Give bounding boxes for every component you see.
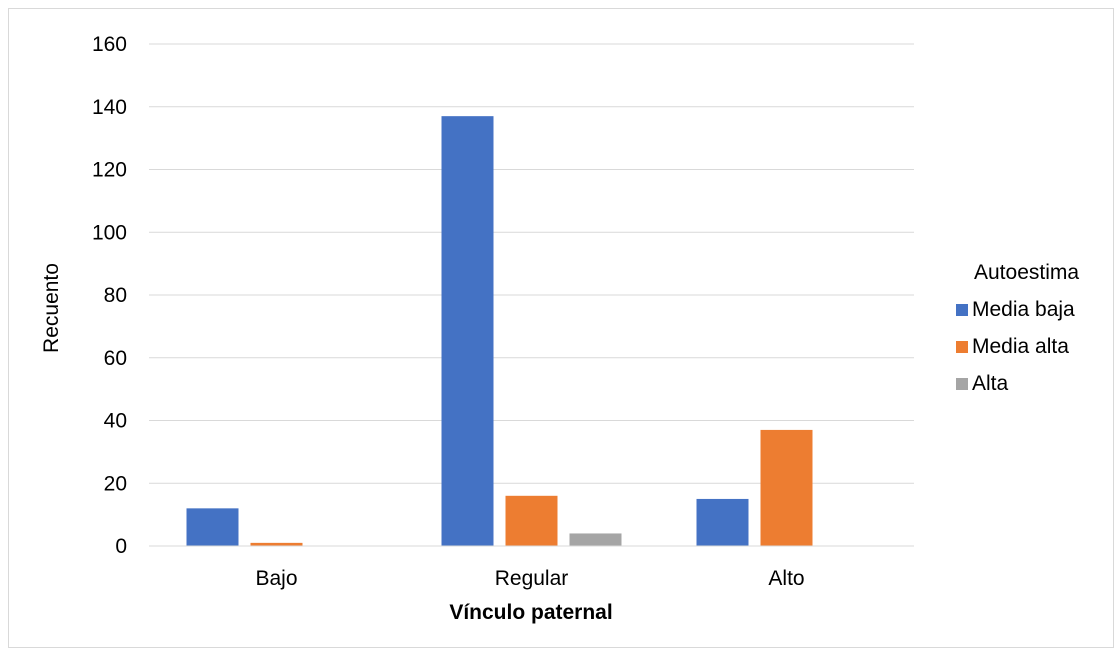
x-axis-ticks: Bajo Regular Alto xyxy=(255,567,804,590)
x-tick-label: Alto xyxy=(768,567,804,590)
bar-media-alta-regular xyxy=(505,495,558,546)
x-tick-label: Bajo xyxy=(255,567,297,590)
y-tick-label: 80 xyxy=(104,284,127,307)
y-tick-label: 160 xyxy=(92,33,127,56)
bar-media-baja-regular xyxy=(441,116,494,546)
chart-frame: 0 20 40 60 80 100 120 140 160 Bajo Regular Alto Re… xyxy=(8,8,1114,648)
gridlines xyxy=(149,43,914,484)
y-tick-label: 20 xyxy=(104,472,127,495)
legend-label: Media alta xyxy=(972,335,1069,358)
y-axis-ticks: 0 20 40 60 80 100 120 140 160 xyxy=(92,33,127,558)
bar-media-alta-bajo xyxy=(250,542,303,546)
x-tick-label: Regular xyxy=(495,567,569,590)
y-tick-label: 60 xyxy=(104,347,127,370)
bar-chart: 0 20 40 60 80 100 120 140 160 Bajo Regular Alto Re… xyxy=(40,33,1079,624)
legend-label: Media baja xyxy=(972,298,1075,321)
legend-swatch xyxy=(956,378,968,390)
legend-swatch xyxy=(956,341,968,353)
legend-label: Alta xyxy=(972,372,1009,395)
bar-alta-regular xyxy=(569,533,622,546)
legend-title: Autoestima xyxy=(974,261,1079,284)
x-axis-label: Vínculo paternal xyxy=(449,601,612,624)
y-tick-label: 120 xyxy=(92,159,127,182)
y-tick-label: 40 xyxy=(104,410,127,433)
bar-media-baja-alto xyxy=(696,498,749,546)
y-tick-label: 0 xyxy=(115,535,127,558)
y-axis-label: Recuento xyxy=(40,263,63,353)
legend-swatch xyxy=(956,304,968,316)
y-tick-label: 100 xyxy=(92,221,127,244)
y-tick-label: 140 xyxy=(92,96,127,119)
bars xyxy=(186,116,813,546)
bar-media-baja-bajo xyxy=(186,508,239,546)
bar-media-alta-alto xyxy=(760,429,813,546)
legend: Autoestima Media baja Media alta Alta xyxy=(956,261,1079,395)
